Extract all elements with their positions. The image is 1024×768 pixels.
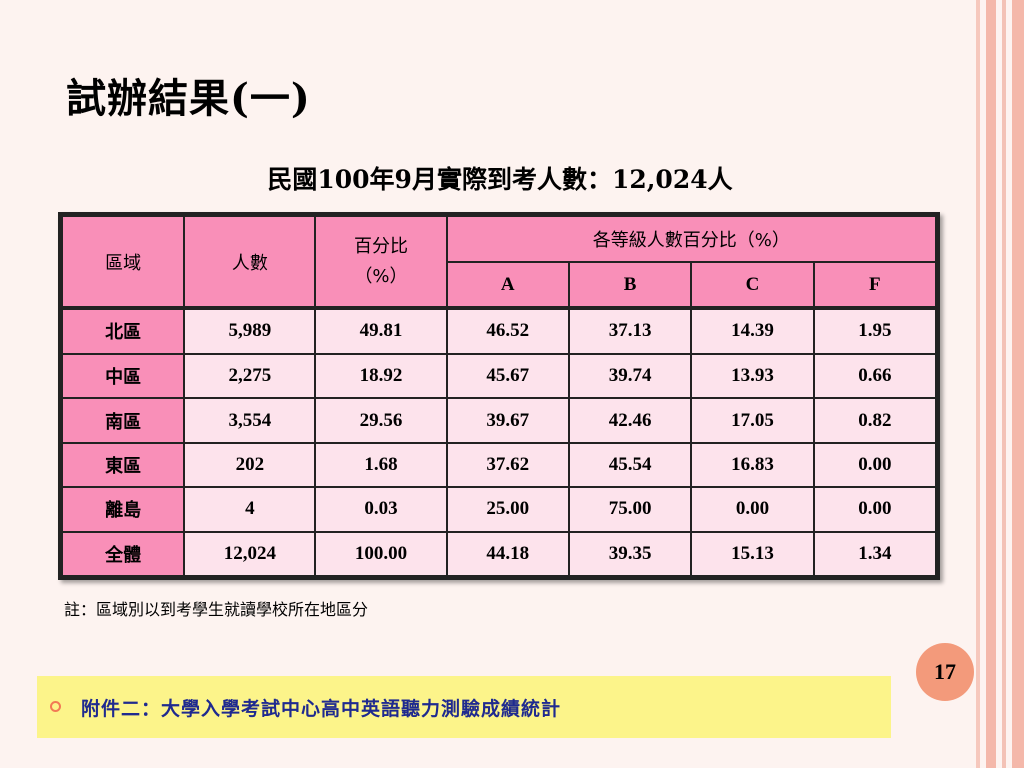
row-grade-a: 46.52 [445, 306, 570, 355]
results-table-frame: 區域 人數 百分比（%） 各等級人數百分比（%） A B C F 北區 5,98… [58, 212, 940, 580]
row-region: 全體 [60, 530, 186, 578]
footer-bar: 附件二：大學入學考試中心高中英語聽力測驗成績統計 [37, 676, 891, 738]
row-grade-b: 45.54 [567, 441, 693, 489]
header-grade-a: A [445, 261, 570, 309]
stripe [976, 0, 980, 768]
row-region: 東區 [60, 441, 186, 489]
row-count: 3,554 [183, 397, 317, 444]
row-grade-a: 37.62 [445, 441, 570, 489]
table-row: 北區 5,989 49.81 46.52 37.13 14.39 1.95 [60, 306, 938, 355]
header-region: 區域 [60, 215, 186, 309]
row-grade-b: 75.00 [567, 486, 693, 533]
row-percent: 1.68 [314, 441, 448, 489]
table-row: 南區 3,554 29.56 39.67 42.46 17.05 0.82 [60, 397, 938, 444]
table-row: 中區 2,275 18.92 45.67 39.74 13.93 0.66 [60, 352, 938, 400]
row-count: 202 [183, 441, 317, 489]
row-grade-b: 42.46 [567, 397, 693, 444]
row-region: 中區 [60, 352, 186, 400]
page-number-badge: 17 [916, 643, 974, 701]
table-row: 東區 202 1.68 37.62 45.54 16.83 0.00 [60, 441, 938, 489]
row-count: 4 [183, 486, 317, 533]
row-grade-c: 15.13 [690, 530, 815, 578]
row-percent: 29.56 [314, 397, 448, 444]
row-grade-c: 16.83 [690, 441, 815, 489]
bullet-icon [50, 701, 61, 712]
table-row-total: 全體 12,024 100.00 44.18 39.35 15.13 1.34 [60, 530, 938, 578]
row-grade-c: 13.93 [690, 352, 815, 400]
row-grade-b: 39.74 [567, 352, 693, 400]
header-grade-c: C [690, 261, 815, 309]
slide-subtitle: 民國100年9月實際到考人數：12,024人 [267, 165, 733, 194]
row-grade-f: 0.00 [812, 441, 938, 489]
row-grade-c: 0.00 [690, 486, 815, 533]
row-grade-f: 0.82 [812, 397, 938, 444]
row-grade-f: 0.66 [812, 352, 938, 400]
row-grade-f: 0.00 [812, 486, 938, 533]
table-note: 註：區域別以到考學生就讀學校所在地區分 [64, 600, 369, 619]
footer-text: 附件二：大學入學考試中心高中英語聽力測驗成績統計 [81, 698, 562, 720]
row-grade-f: 1.34 [812, 530, 938, 578]
stripe [1002, 0, 1006, 768]
decorative-stripes [976, 0, 1024, 768]
row-region: 南區 [60, 397, 186, 444]
row-count: 5,989 [183, 306, 317, 355]
row-percent: 49.81 [314, 306, 448, 355]
row-grade-a: 45.67 [445, 352, 570, 400]
row-percent: 100.00 [314, 530, 448, 578]
row-percent: 18.92 [314, 352, 448, 400]
row-grade-a: 44.18 [445, 530, 570, 578]
header-grade-group: 各等級人數百分比（%） [445, 215, 938, 263]
row-grade-f: 1.95 [812, 306, 938, 355]
results-table: 區域 人數 百分比（%） 各等級人數百分比（%） A B C F 北區 5,98… [60, 215, 938, 578]
stripe [1012, 0, 1024, 768]
row-count: 12,024 [183, 530, 317, 578]
stripe [986, 0, 996, 768]
row-count: 2,275 [183, 352, 317, 400]
table-row: 離島 4 0.03 25.00 75.00 0.00 0.00 [60, 486, 938, 533]
row-grade-b: 37.13 [567, 306, 693, 355]
header-percent: 百分比（%） [314, 215, 448, 309]
row-grade-a: 25.00 [445, 486, 570, 533]
slide-title: 試辦結果(一) [66, 75, 311, 122]
row-region: 離島 [60, 486, 186, 533]
row-percent: 0.03 [314, 486, 448, 533]
row-grade-c: 14.39 [690, 306, 815, 355]
row-grade-b: 39.35 [567, 530, 693, 578]
row-region: 北區 [60, 306, 186, 355]
row-grade-a: 39.67 [445, 397, 570, 444]
header-grade-b: B [567, 261, 693, 309]
header-grade-f: F [812, 261, 938, 309]
header-count: 人數 [183, 215, 317, 309]
row-grade-c: 17.05 [690, 397, 815, 444]
